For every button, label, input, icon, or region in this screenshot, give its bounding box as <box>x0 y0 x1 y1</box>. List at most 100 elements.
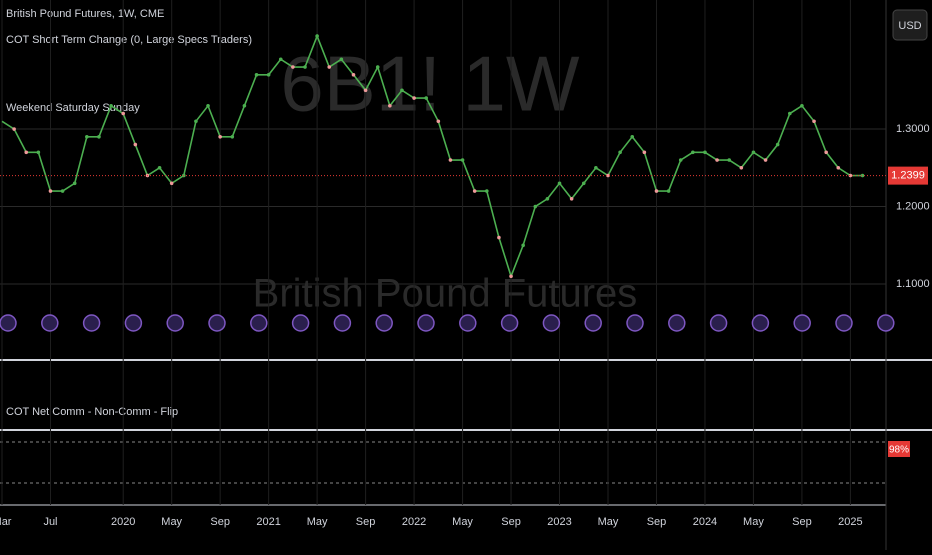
price-point <box>388 103 392 108</box>
price-point <box>569 196 574 201</box>
price-point <box>545 196 550 201</box>
price-point <box>400 88 404 93</box>
x-tick-label: Jul <box>43 516 57 528</box>
event-icon <box>877 314 895 332</box>
price-point <box>630 134 635 139</box>
price-point <box>327 65 332 69</box>
x-tick-label: May <box>161 516 182 528</box>
event-icon <box>626 314 644 332</box>
price-point <box>315 34 319 38</box>
price-point <box>351 72 356 77</box>
price-point <box>48 189 53 193</box>
price-point <box>472 189 477 193</box>
price-point <box>339 57 344 62</box>
price-point <box>85 134 89 139</box>
price-point <box>24 150 29 155</box>
event-icon <box>41 314 59 332</box>
price-point <box>206 103 210 108</box>
event-icon <box>835 314 853 332</box>
event-icon <box>751 314 770 332</box>
y-tick-label: 1.1000 <box>896 278 930 290</box>
price-point <box>266 72 271 77</box>
currency-button[interactable] <box>892 9 928 41</box>
x-tick-label: Mar <box>0 516 12 528</box>
x-tick-label: 2022 <box>402 516 426 528</box>
price-point <box>303 65 307 69</box>
x-tick-label: Sep <box>792 516 812 528</box>
price-point <box>594 165 598 170</box>
price-point <box>12 127 16 131</box>
last-price-box <box>888 166 928 185</box>
event-icon <box>166 314 184 332</box>
y-tick-label: 1.2000 <box>896 200 930 212</box>
price-point <box>109 103 113 108</box>
indicator-label: Weekend Saturday Sunday <box>6 102 140 114</box>
event-icon <box>82 314 101 332</box>
price-point <box>72 181 77 186</box>
price-point <box>448 158 453 162</box>
event-icon <box>291 314 310 332</box>
price-point <box>133 142 138 147</box>
price-point <box>678 158 683 162</box>
x-tick-label: Sep <box>356 516 376 528</box>
indicator-label: COT Short Term Change (0, Large Specs Tr… <box>6 34 252 46</box>
price-point <box>363 88 368 93</box>
y-tick-label: 1.3000 <box>896 123 930 135</box>
x-tick-label: 2021 <box>256 516 280 528</box>
event-icon <box>208 314 226 332</box>
x-tick-label: Sep <box>210 516 230 528</box>
event-icon <box>124 314 143 332</box>
price-point <box>533 204 538 209</box>
price-point <box>739 165 744 170</box>
event-icon <box>417 314 435 332</box>
price-point <box>424 96 429 100</box>
price-point <box>788 111 792 116</box>
price-point <box>157 165 162 170</box>
event-icon <box>542 314 561 332</box>
price-point <box>254 72 259 77</box>
last-price-label: 1.2399 <box>891 170 925 182</box>
event-icon <box>375 314 393 332</box>
x-tick-label: 2024 <box>693 516 717 528</box>
price-point <box>715 158 719 162</box>
x-tick-label: May <box>307 516 328 528</box>
price-point <box>521 243 525 248</box>
price-point <box>654 189 659 193</box>
event-icon <box>459 314 477 332</box>
price-point <box>751 150 756 155</box>
x-tick-label: 2020 <box>111 516 135 528</box>
watermark: 6B1! 1W <box>280 40 580 128</box>
price-point <box>509 274 513 279</box>
x-tick-label: May <box>743 516 764 528</box>
price-point <box>218 134 222 139</box>
price-point <box>727 158 731 162</box>
price-point <box>497 235 501 240</box>
x-tick-label: May <box>598 516 619 528</box>
event-icon <box>0 314 17 332</box>
price-line <box>1 33 863 279</box>
chart-title: British Pound Futures, 1W, CME <box>6 8 164 20</box>
price-point <box>666 189 671 193</box>
currency: USD <box>898 20 921 32</box>
price-point <box>375 65 380 69</box>
lower-value-box <box>888 441 910 457</box>
price-point <box>97 134 101 139</box>
event-icon <box>500 314 519 332</box>
price-point <box>836 165 841 170</box>
event-icon <box>584 314 602 332</box>
price-point <box>460 158 465 162</box>
price-point <box>800 103 804 108</box>
price-point <box>230 134 235 139</box>
price-point <box>485 189 489 193</box>
lower-pane-title: COT Net Comm - Non-Comm - Flip <box>6 406 178 418</box>
price-point <box>278 57 283 62</box>
x-tick-label: May <box>452 516 473 528</box>
price-point <box>121 111 125 116</box>
price-point <box>436 119 441 124</box>
watermark-subtitle: British Pound Futures <box>253 272 638 316</box>
price-point <box>703 150 707 155</box>
price-point <box>606 173 610 178</box>
price-point <box>691 150 695 155</box>
